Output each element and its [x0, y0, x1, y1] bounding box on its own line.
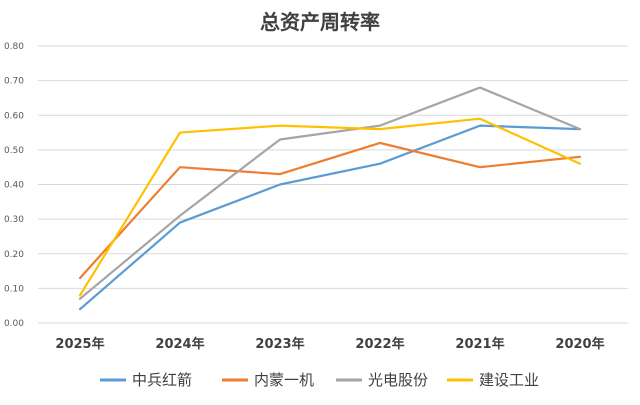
x-tick-label: 2025年 [55, 336, 104, 352]
legend-label-2: 内蒙一机 [254, 371, 314, 389]
x-tick-label: 2022年 [355, 336, 404, 352]
y-tick-label: 0.80 [4, 42, 24, 52]
series-line-4 [78, 117, 582, 297]
series-line-1 [78, 124, 582, 311]
x-tick-label: 2020年 [555, 336, 604, 352]
legend-label-4: 建设工业 [479, 371, 539, 389]
x-tick-label: 2021年 [455, 336, 504, 352]
y-tick-label: 0.70 [4, 77, 24, 87]
y-tick-label: 0.10 [4, 284, 24, 294]
legend-label-1: 中兵红箭 [132, 371, 192, 389]
y-tick-label: 0.00 [4, 319, 24, 329]
series-lines [78, 86, 582, 311]
y-tick-label: 0.20 [4, 250, 24, 260]
series-line-2 [78, 141, 582, 280]
x-tick-label: 2024年 [155, 336, 204, 352]
legend-label-3: 光电股份 [368, 371, 428, 389]
legend: 中兵红箭 内蒙一机 光电股份 建设工业 [100, 371, 539, 389]
x-axis-tick-labels: 2025年 2024年 2023年 2022年 2021年 2020年 [55, 336, 604, 352]
gridlines [38, 45, 628, 324]
y-tick-label: 0.40 [4, 181, 24, 191]
y-tick-label: 0.60 [4, 111, 24, 121]
series-line-3 [78, 86, 582, 300]
y-axis-tick-labels: 0.00 0.10 0.20 0.30 0.40 0.50 0.60 0.70 0.80 [4, 42, 24, 329]
chart-title: 总资产周转率 [260, 10, 380, 34]
y-tick-label: 0.30 [4, 215, 24, 225]
x-tick-label: 2023年 [255, 336, 304, 352]
y-tick-label: 0.50 [4, 146, 24, 156]
